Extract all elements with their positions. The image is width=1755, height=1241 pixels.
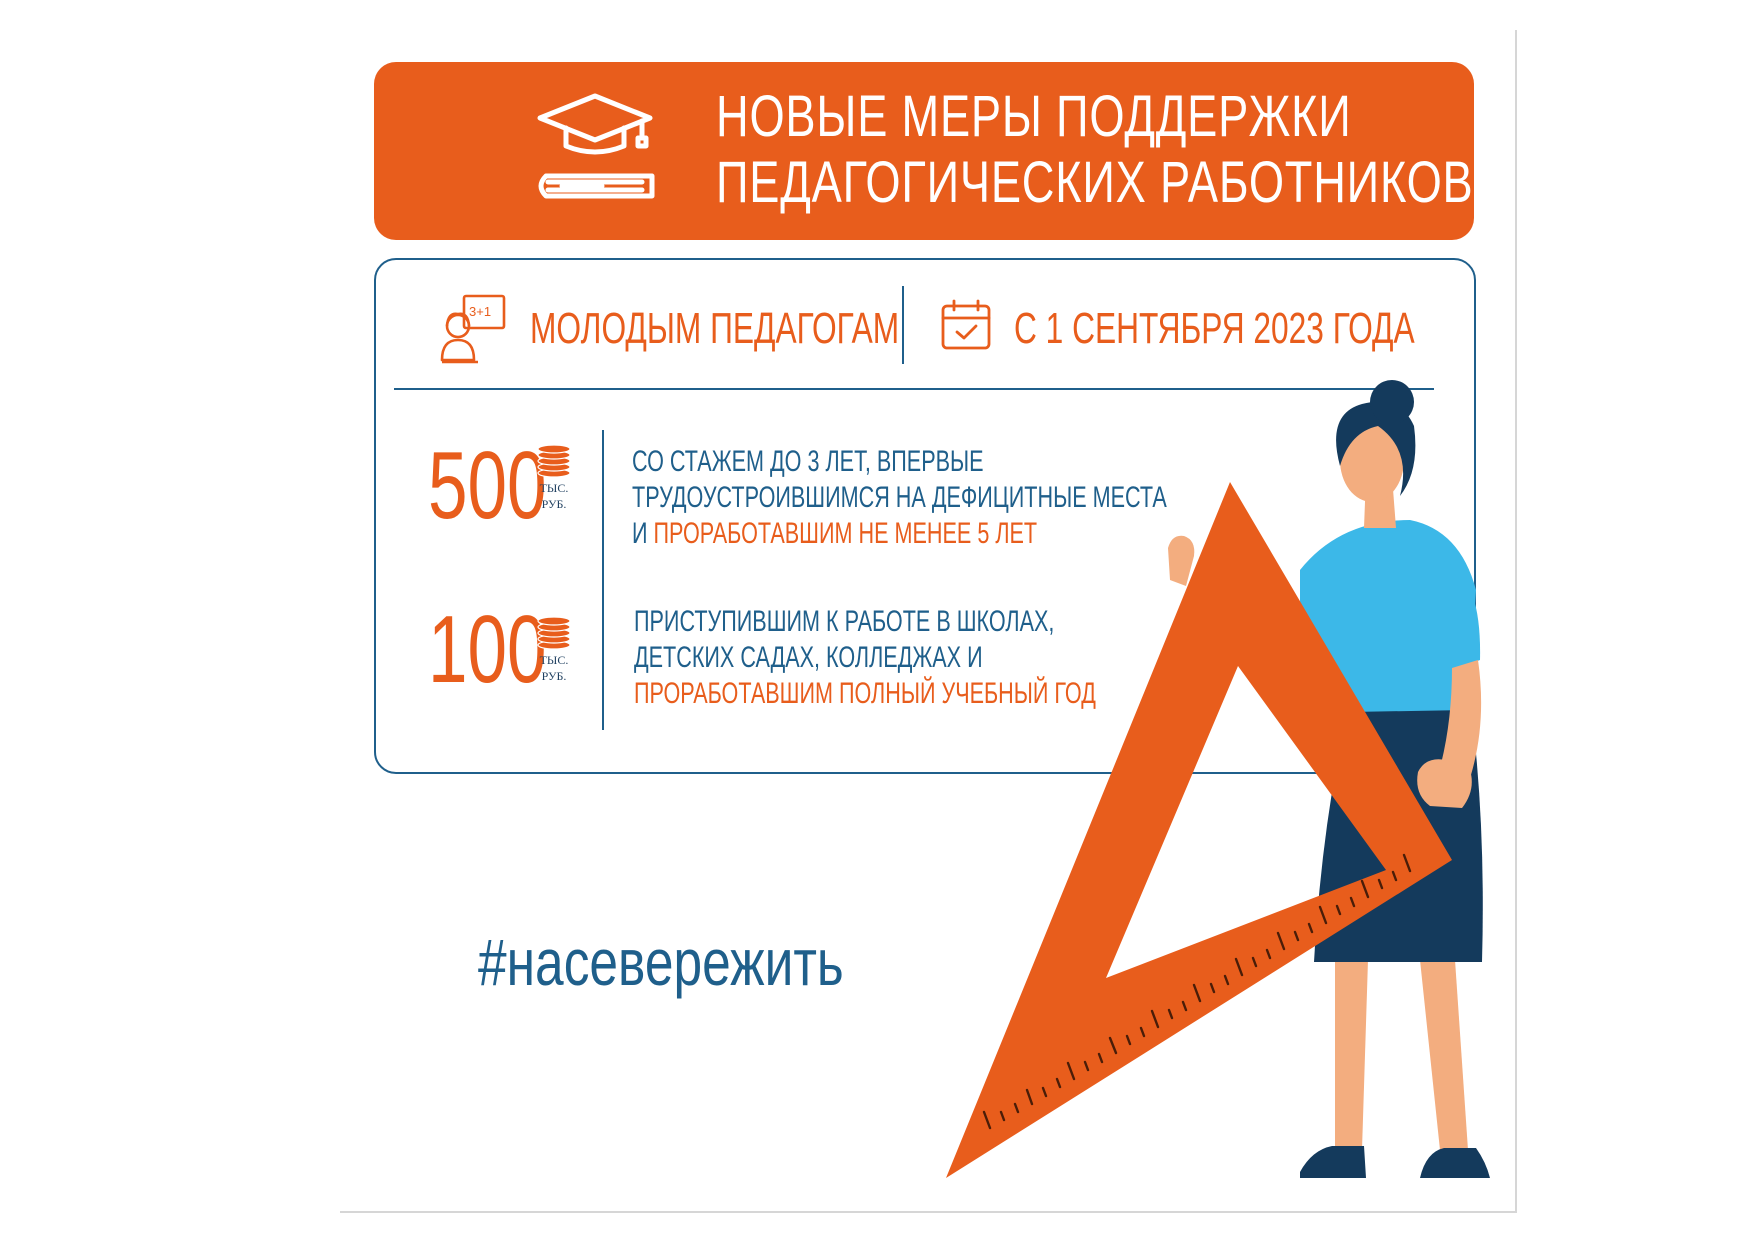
unit-line-2: РУБ.	[541, 497, 567, 511]
header-divider	[902, 286, 904, 364]
payment-unit: ТЫС. РУБ.	[536, 480, 572, 512]
graduation-cap-on-books-icon	[537, 93, 655, 199]
description-line: ДЕТСКИХ САДАХ, КОЛЛЕДЖАХ И	[634, 641, 983, 674]
teacher-sleeve	[1430, 560, 1481, 672]
payment-amount: 500	[428, 432, 547, 539]
panel-divider	[394, 388, 1434, 390]
teacher-shoe	[1300, 1146, 1366, 1178]
payment-description: СО СТАЖЕМ ДО 3 ЛЕТ, ВПЕРВЫЕ ТРУДОУСТРОИВ…	[632, 444, 1167, 552]
date-label: С 1 СЕНТЯБРЯ 2023 ГОДА	[1014, 304, 1415, 353]
description-line: ПРИСТУПИВШИМ К РАБОТЕ В ШКОЛАХ,	[634, 605, 1055, 638]
unit-line-2: РУБ.	[541, 669, 567, 683]
teacher-leg	[1335, 960, 1368, 1150]
ruler-ticks	[982, 853, 1412, 1130]
teacher-hair	[1336, 401, 1416, 496]
teacher-hair-bun	[1370, 380, 1414, 424]
payment-amount: 100	[428, 596, 547, 703]
page-title: НОВЫЕ МЕРЫ ПОДДЕРЖКИ ПЕДАГОГИЧЕСКИХ РАБО…	[716, 84, 1474, 216]
coins-stack-icon	[537, 444, 571, 478]
description-line: СО СТАЖЕМ ДО 3 ЛЕТ, ВПЕРВЫЕ	[632, 445, 984, 478]
unit-line-1: ТЫС.	[539, 653, 569, 667]
teacher-blouse	[1300, 520, 1476, 712]
audience-label: МОЛОДЫМ ПЕДАГОГАМ	[530, 304, 900, 353]
teacher-at-board-icon: 3+1	[440, 294, 506, 364]
teacher-face	[1340, 418, 1404, 502]
teacher-hand	[1417, 759, 1472, 808]
description-line-prefix: И	[632, 517, 654, 550]
unit-line-1: ТЫС.	[539, 481, 569, 495]
teacher-hand	[1168, 535, 1195, 586]
title-line-2: ПЕДАГОГИЧЕСКИХ РАБОТНИКОВ	[716, 150, 1474, 215]
header-banner: НОВЫЕ МЕРЫ ПОДДЕРЖКИ ПЕДАГОГИЧЕСКИХ РАБО…	[374, 62, 1474, 240]
payments-divider	[602, 430, 604, 730]
teacher-illustration	[946, 380, 1490, 1178]
hashtag: #насевережить	[478, 925, 844, 999]
teacher-shoe	[1420, 1148, 1490, 1178]
description-highlight: ПРОРАБОТАВШИМ НЕ МЕНЕЕ 5 ЛЕТ	[653, 517, 1038, 550]
triangle-ruler	[946, 482, 1452, 1178]
payment-description: ПРИСТУПИВШИМ К РАБОТЕ В ШКОЛАХ, ДЕТСКИХ …	[634, 604, 1096, 712]
description-line: ТРУДОУСТРОИВШИМСЯ НА ДЕФИЦИТНЫЕ МЕСТА	[632, 481, 1167, 514]
description-highlight: ПРОРАБОТАВШИМ ПОЛНЫЙ УЧЕБНЫЙ ГОД	[634, 677, 1096, 710]
coins-stack-icon	[537, 616, 571, 650]
payment-unit: ТЫС. РУБ.	[536, 652, 572, 684]
calendar-check-icon	[941, 299, 991, 350]
teacher-arm	[1436, 660, 1482, 790]
svg-text:3+1: 3+1	[469, 304, 491, 319]
title-line-1: НОВЫЕ МЕРЫ ПОДДЕРЖКИ	[716, 84, 1352, 149]
teacher-leg	[1420, 960, 1468, 1150]
